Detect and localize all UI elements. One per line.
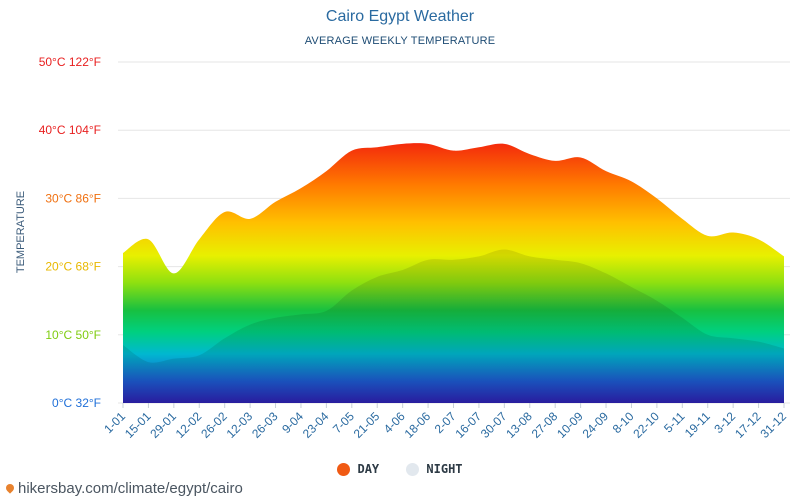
y-tick-label: 40°C 104°F xyxy=(39,123,101,137)
series-night-shade xyxy=(123,249,784,403)
y-tick-label: 20°C 68°F xyxy=(45,260,101,274)
plot-area xyxy=(123,143,784,403)
legend-item-day[interactable]: DAY xyxy=(337,462,379,476)
x-tick-label: 26-03 xyxy=(249,409,281,441)
legend-label-night: NIGHT xyxy=(426,462,463,476)
x-tick-label: 18-06 xyxy=(402,409,434,441)
legend-label-day: DAY xyxy=(357,462,380,476)
source-link[interactable]: hikersbay.com/climate/egypt/cairo xyxy=(4,480,243,497)
chart-subtitle: AVERAGE WEEKLY TEMPERATURE xyxy=(304,35,496,47)
day-dot-icon xyxy=(337,462,351,476)
chart-title: Cairo Egypt Weather xyxy=(325,8,475,25)
x-tick-label: 26-02 xyxy=(198,409,230,441)
x-tick-label: 27-08 xyxy=(529,409,561,441)
y-tick-label: 30°C 86°F xyxy=(45,191,101,205)
night-dot-icon xyxy=(406,462,420,476)
x-tick-label: 15-01 xyxy=(122,409,154,441)
y-tick-label: 50°C 122°F xyxy=(39,55,101,69)
x-tick-label: 19-11 xyxy=(682,409,713,440)
legend: DAY NIGHT xyxy=(0,462,800,479)
x-tick-label: 23-04 xyxy=(300,409,332,441)
y-tick-label: 0°C 32°F xyxy=(52,396,101,410)
x-tick-labels: 1-0115-0129-0112-0226-0212-0326-039-0423… xyxy=(101,403,789,441)
location-pin-icon xyxy=(4,482,16,494)
x-tick-label: 31-12 xyxy=(758,409,790,441)
x-tick-label: 12-02 xyxy=(173,409,205,441)
y-tick-labels: 0°C 32°F 10°C 50°F 20°C 68°F 30°C 86°F 40°C … xyxy=(39,55,101,410)
x-tick-label: 22-10 xyxy=(630,409,662,441)
x-tick-label: 16-07 xyxy=(452,409,484,441)
x-tick-label: 12-03 xyxy=(224,409,256,441)
legend-item-night[interactable]: NIGHT xyxy=(406,462,463,476)
x-tick-label: 29-01 xyxy=(147,409,179,441)
x-tick-label: 17-12 xyxy=(732,409,764,441)
x-tick-label: 24-09 xyxy=(580,409,612,441)
x-tick-label: 21-05 xyxy=(351,409,383,441)
x-tick-label: 30-07 xyxy=(478,409,510,441)
x-tick-label: 13-08 xyxy=(503,409,535,441)
y-tick-label: 10°C 50°F xyxy=(45,328,101,342)
x-tick-label: 10-09 xyxy=(554,409,586,441)
source-text: hikersbay.com/climate/egypt/cairo xyxy=(18,480,243,497)
